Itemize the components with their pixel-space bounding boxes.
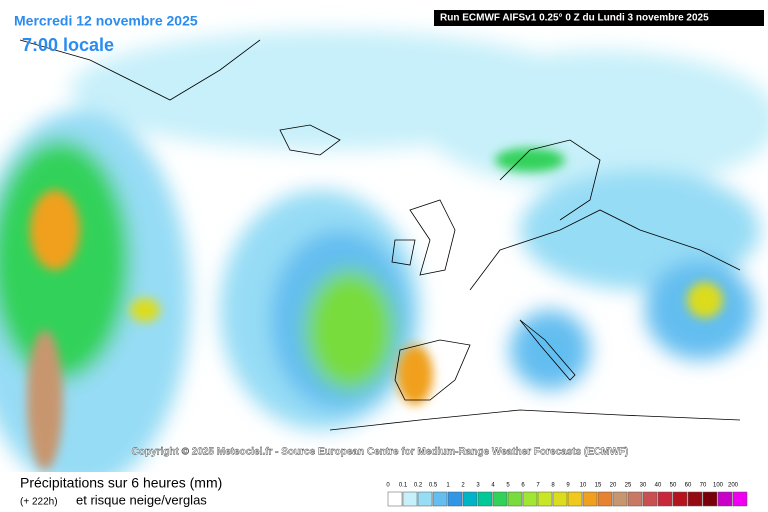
legend-label: 7 — [536, 483, 540, 489]
run-banner — [434, 10, 764, 26]
legend-swatch — [492, 491, 508, 507]
legend-label: 40 — [655, 483, 662, 489]
time-label: 7:00 locale — [22, 35, 114, 55]
legend-swatch — [402, 491, 418, 507]
legend-label: 3 — [476, 483, 480, 489]
legend-label: 1 — [446, 483, 450, 489]
legend-label: 60 — [685, 483, 692, 489]
coastlines — [19, 39, 741, 431]
legend-label: 2 — [461, 483, 465, 489]
legend-swatch — [642, 491, 658, 507]
legend-swatch — [702, 491, 718, 507]
legend-swatch — [432, 491, 448, 507]
legend-label: 10 — [580, 483, 587, 489]
legend-swatch — [687, 491, 703, 507]
legend-swatch — [612, 491, 628, 507]
legend: 0 0.1 0.2 0.5 1 2 3 4 5 6 7 8 9 10 15 20 25 30 40 50 60 70 100… — [386, 483, 748, 507]
legend-label: 0.5 — [429, 483, 438, 489]
legend-swatch — [507, 491, 523, 507]
legend-swatch — [552, 491, 568, 507]
precipitation-core — [27, 148, 723, 470]
legend-swatch — [537, 491, 553, 507]
legend-label: 30 — [640, 483, 647, 489]
legend-swatch — [447, 491, 463, 507]
copyright: Copyright © 2025 Meteociel.fr - Source E… — [132, 447, 629, 458]
run-label: Run ECMWF AIFSv1 0.25° 0 Z du Lundi 3 no… — [440, 13, 709, 24]
footer-title: Précipitations sur 6 heures (mm) — [20, 475, 222, 491]
legend-label: 200 — [728, 483, 739, 489]
legend-label: 20 — [610, 483, 617, 489]
legend-swatch — [477, 491, 493, 507]
legend-label: 8 — [551, 483, 555, 489]
legend-swatch — [462, 491, 478, 507]
precipitation-field — [0, 30, 768, 490]
legend-label: 0.1 — [399, 483, 408, 489]
legend-swatch — [522, 491, 538, 507]
legend-swatch — [627, 491, 643, 507]
legend-swatch — [732, 491, 748, 507]
legend-label: 100 — [713, 483, 724, 489]
legend-label: 6 — [521, 483, 525, 489]
footer-lead: (+ 222h) — [20, 497, 58, 508]
legend-swatch — [672, 491, 688, 507]
legend-label: 0 — [386, 483, 390, 489]
legend-swatch — [582, 491, 598, 507]
legend-label: 15 — [595, 483, 602, 489]
legend-swatch — [567, 491, 583, 507]
legend-label: 0.2 — [414, 483, 423, 489]
legend-label: 25 — [625, 483, 632, 489]
legend-swatch — [657, 491, 673, 507]
footer-subtitle: et risque neige/verglas — [76, 492, 207, 507]
legend-swatch — [387, 491, 403, 507]
date-label: Mercredi 12 novembre 2025 — [14, 13, 198, 29]
legend-label: 70 — [700, 483, 707, 489]
legend-swatch — [417, 491, 433, 507]
legend-label: 50 — [670, 483, 677, 489]
legend-swatch — [597, 491, 613, 507]
legend-swatch — [717, 491, 733, 507]
legend-label: 5 — [506, 483, 510, 489]
legend-label: 9 — [566, 483, 570, 489]
legend-label: 4 — [491, 483, 495, 489]
